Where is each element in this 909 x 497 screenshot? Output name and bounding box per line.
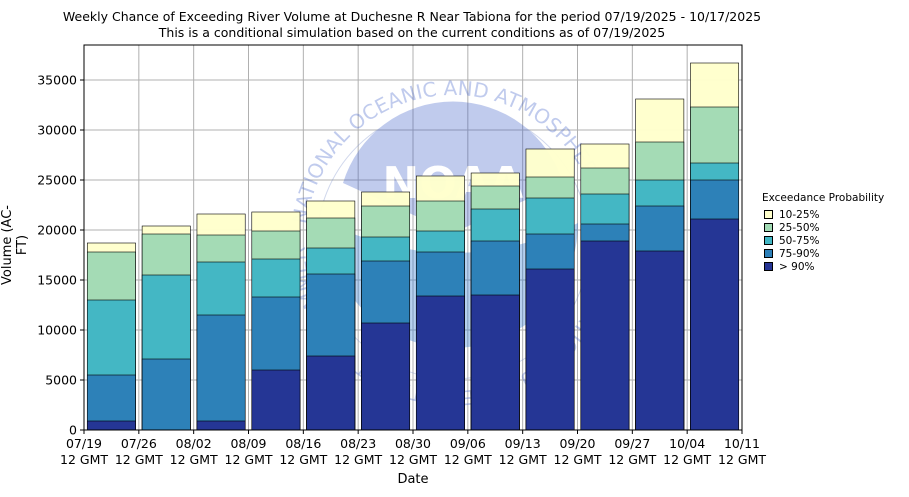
bar-90-week-3 (196, 420, 246, 431)
x-tick-label-time: 12 GMT (115, 452, 163, 467)
legend-swatch (764, 262, 773, 271)
bar-90-week-8 (470, 294, 520, 431)
x-tick-label-time: 12 GMT (718, 452, 766, 467)
y-tick: 25000 (37, 173, 84, 188)
bar-90-week-11 (635, 250, 685, 431)
bar-90-week-12 (690, 218, 740, 431)
y-tick-label: 35000 (37, 73, 77, 88)
x-tick-label-date: 09/13 (505, 436, 541, 451)
legend-item: 25-50% (762, 221, 884, 234)
legend-label: 10-25% (779, 208, 820, 221)
x-tick-label-date: 08/09 (230, 436, 266, 451)
legend: Exceedance Probability 10-25% 25-50% 50-75… (762, 192, 884, 273)
x-tick-label-date: 08/23 (340, 436, 376, 451)
y-tick-label: 5000 (45, 373, 77, 388)
legend-label: 50-75% (779, 234, 820, 247)
x-tick-label-date: 09/06 (450, 436, 486, 451)
x-tick-label-date: 08/16 (285, 436, 321, 451)
y-tick-label: 0 (69, 423, 77, 438)
bar-90-week-5 (306, 355, 356, 431)
x-tick-label-date: 10/11 (724, 436, 760, 451)
bar-90-week-10 (580, 240, 630, 431)
x-tick-label-time: 12 GMT (444, 452, 492, 467)
x-tick-label-date: 07/26 (121, 436, 157, 451)
legend-swatch (764, 223, 773, 232)
x-tick-label-date: 08/30 (395, 436, 431, 451)
x-tick-label-time: 12 GMT (389, 452, 437, 467)
y-tick: 30000 (37, 123, 84, 138)
x-tick-label-time: 12 GMT (170, 452, 218, 467)
y-tick-label: 25000 (37, 173, 77, 188)
bar-75-90-week-3 (196, 314, 246, 431)
legend-item: 75-90% (762, 247, 884, 260)
y-tick: 0 (69, 423, 84, 438)
legend-title: Exceedance Probability (762, 192, 885, 204)
x-tick-label-time: 12 GMT (225, 452, 273, 467)
y-tick: 35000 (37, 73, 84, 88)
bar-90-week-9 (525, 268, 575, 431)
y-tick-label: 15000 (37, 273, 77, 288)
legend-swatch (764, 249, 773, 258)
bar-90-week-7 (415, 295, 465, 431)
y-tick-label: 30000 (37, 123, 77, 138)
y-axis-label: Volume (AC-FT) (0, 205, 30, 285)
legend-swatch (764, 236, 773, 245)
bar-90-week-4 (251, 369, 301, 431)
grid-lines (83, 45, 743, 431)
x-tick-label-time: 12 GMT (334, 452, 382, 467)
x-axis-label: Date (397, 472, 429, 487)
bar-90-week-1 (86, 420, 136, 431)
y-tick: 20000 (37, 223, 84, 238)
y-tick: 10000 (37, 323, 84, 338)
y-axis-ticks: 0 5000 10000 15000 20000 25000 30000 35000 (37, 73, 84, 438)
x-tick-label-time: 12 GMT (663, 452, 711, 467)
x-tick-label-time: 12 GMT (60, 452, 108, 467)
x-tick-label-time: 12 GMT (279, 452, 327, 467)
x-tick-label-date: 07/19 (66, 436, 102, 451)
x-tick-label-time: 12 GMT (499, 452, 547, 467)
bar-90-week-6 (361, 322, 411, 431)
y-tick-label: 10000 (37, 323, 77, 338)
legend-label: > 90% (779, 260, 815, 273)
y-tick-label: 20000 (37, 223, 77, 238)
legend-item: 50-75% (762, 234, 884, 247)
x-tick-label-time: 12 GMT (554, 452, 602, 467)
y-tick: 5000 (45, 373, 84, 388)
chart-subtitle: This is a conditional simulation based o… (158, 25, 666, 40)
legend-item: 10-25% (762, 208, 884, 221)
y-tick: 15000 (37, 273, 84, 288)
x-tick-label-time: 12 GMT (608, 452, 656, 467)
chart-title: Weekly Chance of Exceeding River Volume … (62, 9, 762, 24)
x-tick-label-date: 09/20 (559, 436, 595, 451)
legend-item: > 90% (762, 260, 884, 273)
legend-swatch (764, 210, 773, 219)
x-tick-label-date: 10/04 (669, 436, 705, 451)
x-tick-label-date: 09/27 (614, 436, 650, 451)
bar-75-90-week-2 (141, 358, 191, 431)
x-tick-label-date: 08/02 (176, 436, 212, 451)
legend-label: 75-90% (779, 247, 820, 260)
legend-label: 25-50% (779, 221, 820, 234)
